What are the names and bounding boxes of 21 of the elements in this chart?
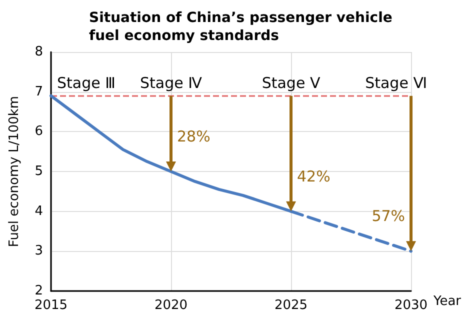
annotation: Stage Ⅴ xyxy=(262,74,321,92)
x-tick-label: 2025 xyxy=(274,298,308,313)
annotation: Stage Ⅲ xyxy=(57,74,116,92)
annotation: 57% xyxy=(372,207,406,226)
x-tick-label: 2020 xyxy=(154,298,188,313)
x-tick-label: 2015 xyxy=(34,298,68,313)
y-tick-label: 7 xyxy=(34,84,43,100)
x-axis-title: Year xyxy=(432,294,462,309)
y-tick-label: 8 xyxy=(34,44,43,60)
annotation: Stage Ⅳ xyxy=(140,74,202,92)
y-tick-label: 6 xyxy=(34,124,43,140)
annotation: Stage Ⅵ xyxy=(365,74,428,92)
annotation: 42% xyxy=(297,167,330,186)
x-tick-label: 2030 xyxy=(394,298,428,313)
y-axis-title: Fuel economy L/100km xyxy=(7,96,22,248)
y-tick-label: 3 xyxy=(34,244,43,259)
y-tick-label: 5 xyxy=(34,164,43,179)
y-tick-label: 2 xyxy=(34,284,43,298)
chart-title: Situation of China’s passenger vehicle fuel economy standards xyxy=(89,10,398,44)
annotation: 28% xyxy=(177,128,210,146)
y-tick-label: 4 xyxy=(34,204,43,219)
